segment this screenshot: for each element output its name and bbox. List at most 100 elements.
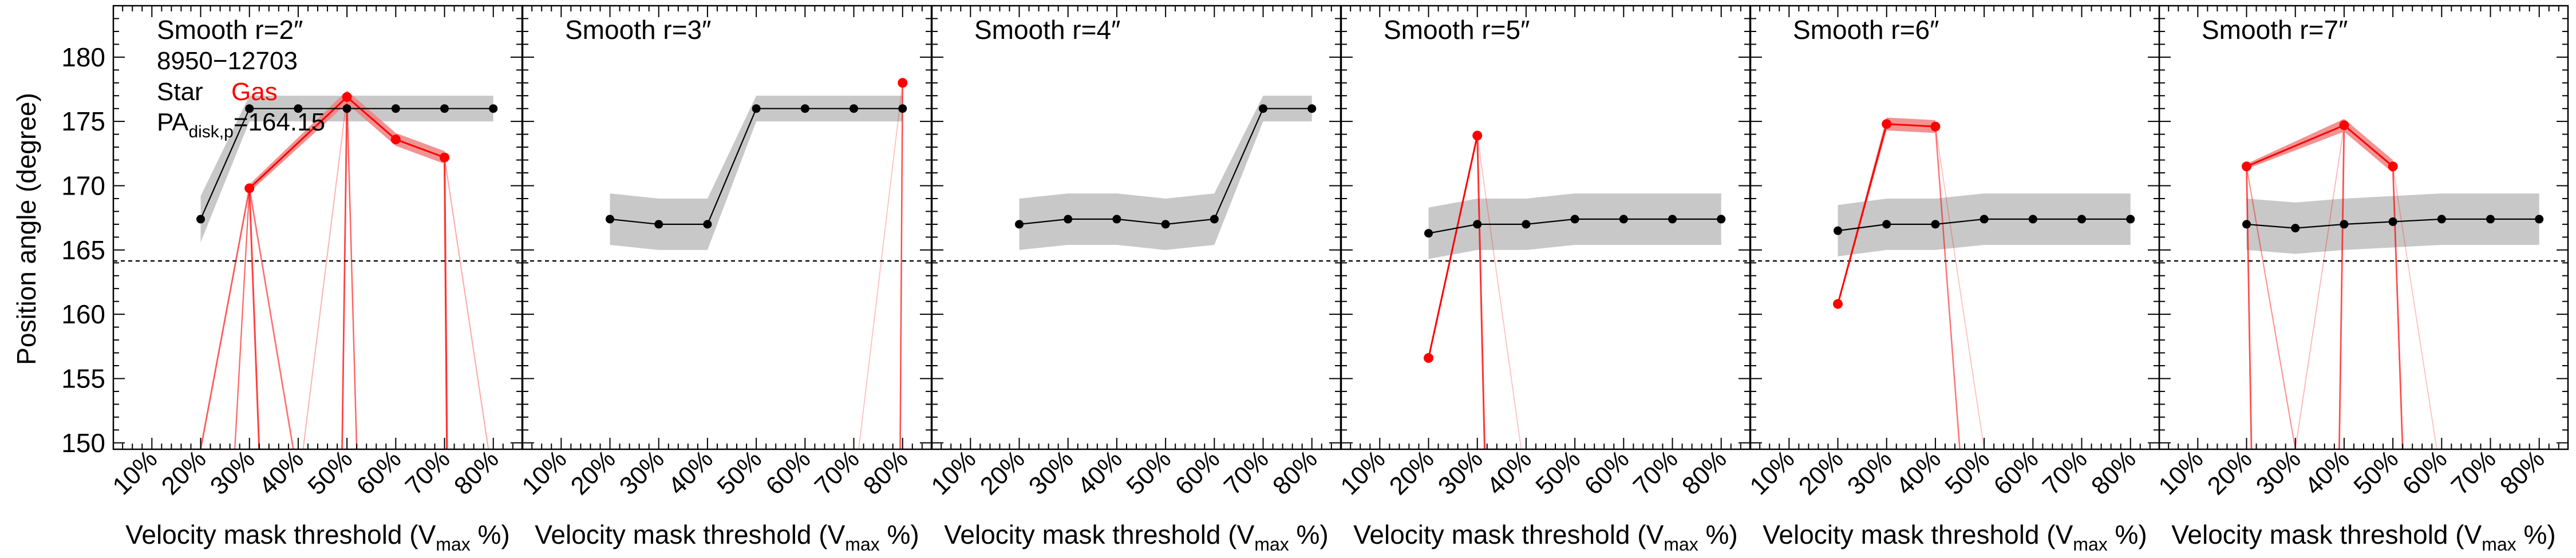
gas-offscale-line: [248, 188, 294, 449]
x-tick-label: 60%: [2397, 445, 2452, 500]
star-point: [1307, 104, 1317, 113]
x-tick-label: 60%: [1170, 445, 1225, 500]
x-tick-label: 70%: [2446, 445, 2502, 500]
pa-main-text: PA: [157, 108, 189, 136]
gas-offscale-line: [2392, 166, 2437, 449]
star-point: [1112, 215, 1121, 224]
pa-subscript-text: disk,p: [188, 122, 233, 141]
x-tick-label: 60%: [760, 445, 816, 500]
x-tick-label: 80%: [2086, 445, 2142, 500]
x-tick-label: 80%: [1677, 445, 1732, 500]
x-tick-label: 10%: [1335, 445, 1390, 500]
star-point: [703, 220, 712, 229]
x-axis-label: Velocity mask threshold (Vmax %): [1763, 520, 2147, 555]
plot-area: [1751, 117, 2159, 449]
gas-offscale-line: [2392, 166, 2404, 449]
x-label-tail: %): [471, 520, 510, 549]
gas-point: [440, 152, 450, 163]
x-label-tail: %): [1698, 520, 1738, 549]
legend-star-label: Star: [157, 78, 203, 106]
star-point: [1161, 220, 1170, 229]
gas-point: [244, 183, 255, 193]
x-label-subscript: max: [1664, 534, 1698, 555]
panel-title: Smooth r=2″: [157, 15, 303, 45]
x-axis-label: Velocity mask threshold (Vmax %): [944, 520, 1328, 555]
gas-offscale-line: [302, 97, 348, 449]
x-label-main: Velocity mask threshold (V: [125, 520, 436, 549]
x-tick-label: 30%: [614, 445, 670, 500]
x-tick-label: 20%: [2202, 445, 2258, 500]
star-point: [1834, 226, 1843, 235]
star-error-band: [1019, 96, 1312, 250]
star-error-band: [610, 96, 903, 250]
x-tick-label: 10%: [107, 445, 163, 500]
star-point: [1210, 215, 1219, 224]
plot-area: [932, 96, 1341, 262]
gas-point: [898, 78, 908, 88]
x-tick-label: 20%: [156, 445, 212, 500]
star-point: [1717, 215, 1726, 224]
star-point: [2388, 217, 2397, 226]
star-point: [1424, 229, 1433, 238]
star-point: [2126, 215, 2135, 224]
panel-1: 150 155 160 165 170 175 180 10%20%30%40%50%60%7…: [61, 5, 523, 555]
y-tick-label: 180: [61, 42, 105, 72]
gas-offscale-line: [444, 157, 489, 449]
x-tick-label: 70%: [400, 445, 456, 500]
x-axis-label: Velocity mask threshold (Vmax %): [125, 520, 509, 555]
x-tick-label: 80%: [449, 445, 504, 500]
panel-4: 10%20%30%40%50%60%70%80% Smooth r=5″ Veloc…: [1335, 5, 1751, 555]
star-point: [2535, 215, 2544, 224]
gas-point: [2388, 161, 2398, 172]
star-point: [1931, 220, 1940, 229]
x-tick-label: 80%: [2495, 445, 2550, 500]
star-point: [196, 215, 206, 224]
gas-offscale-line: [2294, 125, 2345, 449]
gas-offscale-line: [1476, 135, 1485, 449]
gas-point: [1472, 130, 1483, 141]
x-tick-label: 40%: [254, 445, 309, 500]
star-point: [245, 104, 254, 113]
gas-offscale-line: [443, 157, 448, 449]
x-label-tail: %): [880, 520, 919, 549]
x-tick-label: 30%: [1024, 445, 1079, 500]
gas-offscale-line: [1935, 126, 1985, 449]
star-point: [1980, 215, 1989, 224]
gas-offscale-line: [2246, 166, 2296, 449]
star-point: [1015, 220, 1024, 229]
x-tick-label: 70%: [809, 445, 865, 500]
y-tick-label: 175: [61, 106, 105, 136]
gas-offscale-line: [2246, 166, 2253, 449]
star-point: [654, 220, 663, 229]
gas-offscale-line: [2338, 125, 2345, 449]
star-point: [800, 104, 809, 113]
gas-offscale-line: [346, 97, 358, 449]
star-error-band: [200, 96, 493, 243]
y-tick-label: 150: [61, 428, 105, 458]
gas-point: [1930, 121, 1941, 132]
galaxy-id-label: 8950−12703: [157, 47, 298, 75]
x-tick-label: 30%: [2251, 445, 2306, 500]
gas-series-line: [248, 96, 445, 189]
x-tick-label: 80%: [858, 445, 914, 500]
x-tick-label: 40%: [1481, 445, 1537, 500]
panel-3: 10%20%30%40%50%60%70%80% Smooth r=4″ Veloc…: [926, 5, 1342, 555]
gas-point: [390, 134, 401, 145]
star-point: [898, 104, 907, 113]
x-tick-label: 20%: [975, 445, 1030, 500]
gas-offscale-line: [200, 188, 251, 449]
star-point: [606, 215, 615, 224]
panel-5: 10%20%30%40%50%60%70%80% Smooth r=6″ Veloc…: [1744, 5, 2160, 555]
star-point: [1522, 220, 1531, 229]
star-point: [1064, 215, 1073, 224]
panel-title: Smooth r=6″: [1793, 15, 1939, 45]
star-point: [2077, 215, 2087, 224]
x-tick-label: 40%: [663, 445, 718, 500]
star-point: [1619, 215, 1628, 224]
x-tick-label: 50%: [302, 445, 358, 500]
x-tick-label: 30%: [1433, 445, 1488, 500]
panel-title: Smooth r=7″: [2202, 15, 2348, 45]
star-error-band: [1838, 193, 2131, 257]
x-tick-label: 10%: [926, 445, 981, 500]
x-label-main: Velocity mask threshold (V: [1353, 520, 1664, 549]
